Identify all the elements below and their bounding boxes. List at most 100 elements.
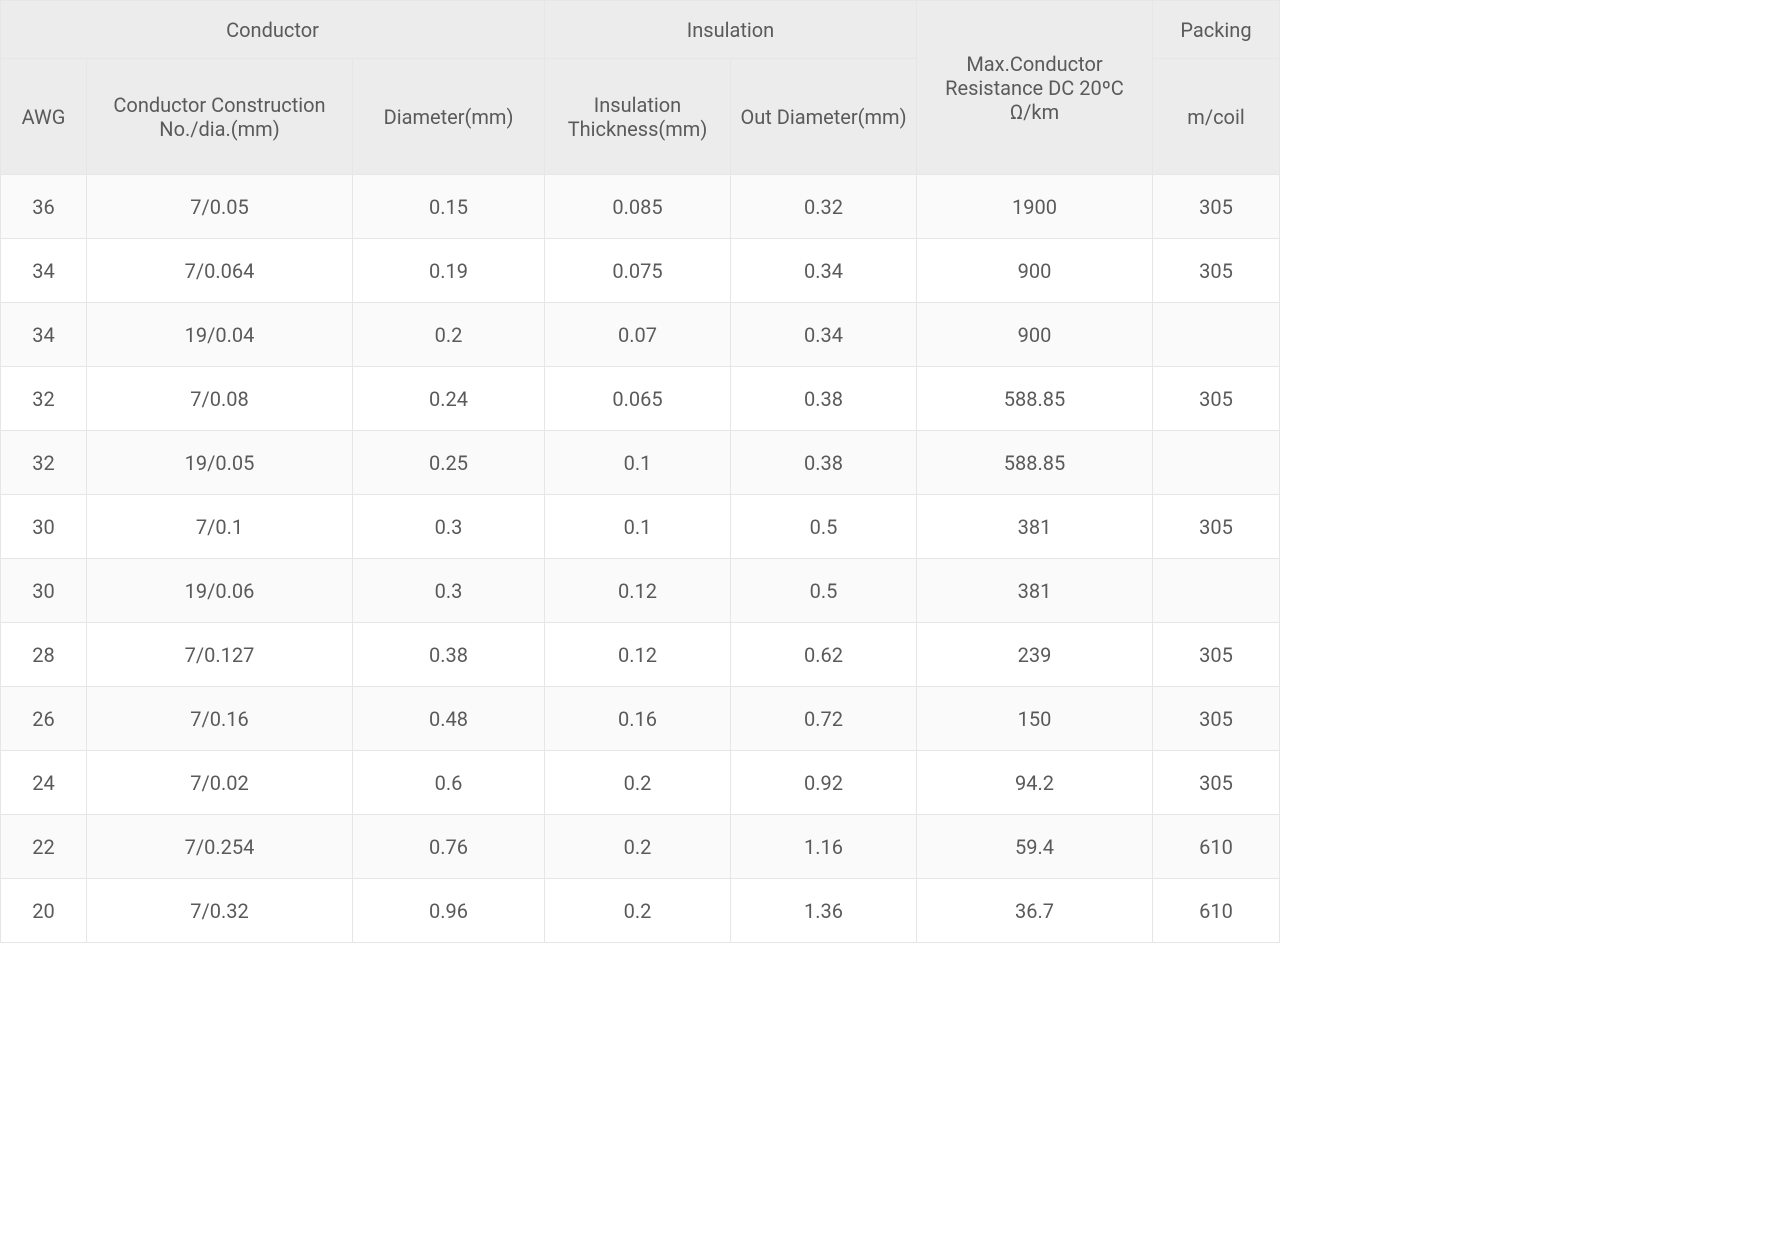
table-cell: 305 bbox=[1153, 367, 1280, 431]
table-cell: 0.1 bbox=[545, 495, 731, 559]
table-row: 367/0.050.150.0850.321900305 bbox=[1, 175, 1280, 239]
table-cell: 7/0.064 bbox=[87, 239, 353, 303]
table-cell: 59.4 bbox=[917, 815, 1153, 879]
table-row: 3219/0.050.250.10.38588.85 bbox=[1, 431, 1280, 495]
table-cell: 305 bbox=[1153, 751, 1280, 815]
table-header: Conductor Insulation Max.Conductor Resis… bbox=[1, 1, 1280, 175]
table-cell: 7/0.127 bbox=[87, 623, 353, 687]
table-cell: 24 bbox=[1, 751, 87, 815]
table-cell: 0.16 bbox=[545, 687, 731, 751]
table-cell: 0.12 bbox=[545, 559, 731, 623]
table-cell: 588.85 bbox=[917, 367, 1153, 431]
table-cell: 0.3 bbox=[353, 559, 545, 623]
header-awg: AWG bbox=[1, 59, 87, 175]
table-cell: 239 bbox=[917, 623, 1153, 687]
table-cell: 0.96 bbox=[353, 879, 545, 943]
table-cell: 0.065 bbox=[545, 367, 731, 431]
table-cell: 610 bbox=[1153, 815, 1280, 879]
table-row: 3019/0.060.30.120.5381 bbox=[1, 559, 1280, 623]
table-cell: 0.07 bbox=[545, 303, 731, 367]
table-cell: 36 bbox=[1, 175, 87, 239]
table-cell: 0.075 bbox=[545, 239, 731, 303]
table-cell: 0.2 bbox=[545, 751, 731, 815]
table-cell: 32 bbox=[1, 367, 87, 431]
table-row: 267/0.160.480.160.72150305 bbox=[1, 687, 1280, 751]
table-cell: 0.2 bbox=[545, 879, 731, 943]
table-body: 367/0.050.150.0850.321900305347/0.0640.1… bbox=[1, 175, 1280, 943]
wire-spec-table: Conductor Insulation Max.Conductor Resis… bbox=[0, 0, 1280, 943]
header-m-per-coil: m/coil bbox=[1153, 59, 1280, 175]
table-cell: 0.085 bbox=[545, 175, 731, 239]
header-group-packing: Packing bbox=[1153, 1, 1280, 59]
table-cell: 28 bbox=[1, 623, 87, 687]
table-cell: 7/0.32 bbox=[87, 879, 353, 943]
table-cell: 94.2 bbox=[917, 751, 1153, 815]
table-cell: 0.34 bbox=[731, 303, 917, 367]
table-cell: 20 bbox=[1, 879, 87, 943]
table-cell: 19/0.04 bbox=[87, 303, 353, 367]
table-cell: 0.12 bbox=[545, 623, 731, 687]
table-cell: 0.6 bbox=[353, 751, 545, 815]
table-row: 307/0.10.30.10.5381305 bbox=[1, 495, 1280, 559]
table-row: 327/0.080.240.0650.38588.85305 bbox=[1, 367, 1280, 431]
header-group-insulation: Insulation bbox=[545, 1, 917, 59]
table-cell: 19/0.06 bbox=[87, 559, 353, 623]
table-cell: 610 bbox=[1153, 879, 1280, 943]
table-cell: 7/0.16 bbox=[87, 687, 353, 751]
header-out-diameter: Out Diameter(mm) bbox=[731, 59, 917, 175]
table-cell: 150 bbox=[917, 687, 1153, 751]
table-row: 207/0.320.960.21.3636.7610 bbox=[1, 879, 1280, 943]
table-cell: 305 bbox=[1153, 175, 1280, 239]
table-cell: 0.34 bbox=[731, 239, 917, 303]
table-row: 347/0.0640.190.0750.34900305 bbox=[1, 239, 1280, 303]
table-cell: 7/0.02 bbox=[87, 751, 353, 815]
table-row: 287/0.1270.380.120.62239305 bbox=[1, 623, 1280, 687]
table-cell: 0.25 bbox=[353, 431, 545, 495]
table-row: 3419/0.040.20.070.34900 bbox=[1, 303, 1280, 367]
table-cell: 0.19 bbox=[353, 239, 545, 303]
header-diameter: Diameter(mm) bbox=[353, 59, 545, 175]
table-cell: 30 bbox=[1, 559, 87, 623]
table-cell: 0.5 bbox=[731, 495, 917, 559]
table-cell: 305 bbox=[1153, 623, 1280, 687]
table-cell: 0.48 bbox=[353, 687, 545, 751]
table-cell: 7/0.1 bbox=[87, 495, 353, 559]
table-cell: 30 bbox=[1, 495, 87, 559]
table-cell: 7/0.254 bbox=[87, 815, 353, 879]
table-cell: 0.15 bbox=[353, 175, 545, 239]
table-cell: 305 bbox=[1153, 687, 1280, 751]
header-insulation-thickness: Insulation Thickness(mm) bbox=[545, 59, 731, 175]
table-cell bbox=[1153, 303, 1280, 367]
table-cell: 0.72 bbox=[731, 687, 917, 751]
table-cell: 0.38 bbox=[731, 367, 917, 431]
table-cell: 0.38 bbox=[731, 431, 917, 495]
table-cell: 900 bbox=[917, 303, 1153, 367]
table-cell: 0.92 bbox=[731, 751, 917, 815]
table-cell: 381 bbox=[917, 559, 1153, 623]
table-cell: 0.5 bbox=[731, 559, 917, 623]
table-cell: 0.3 bbox=[353, 495, 545, 559]
header-conductor-construction: Conductor Construction No./dia.(mm) bbox=[87, 59, 353, 175]
table-row: 227/0.2540.760.21.1659.4610 bbox=[1, 815, 1280, 879]
table-cell: 7/0.08 bbox=[87, 367, 353, 431]
table-cell: 381 bbox=[917, 495, 1153, 559]
table-cell: 34 bbox=[1, 239, 87, 303]
table-cell: 32 bbox=[1, 431, 87, 495]
table-cell bbox=[1153, 559, 1280, 623]
table-cell: 0.32 bbox=[731, 175, 917, 239]
table-cell: 0.1 bbox=[545, 431, 731, 495]
table-cell: 305 bbox=[1153, 495, 1280, 559]
table-cell: 588.85 bbox=[917, 431, 1153, 495]
table-cell: 0.2 bbox=[353, 303, 545, 367]
table-row: 247/0.020.60.20.9294.2305 bbox=[1, 751, 1280, 815]
table-cell: 22 bbox=[1, 815, 87, 879]
table-cell: 0.24 bbox=[353, 367, 545, 431]
table-cell: 0.62 bbox=[731, 623, 917, 687]
table-cell: 0.76 bbox=[353, 815, 545, 879]
table-cell bbox=[1153, 431, 1280, 495]
table-cell: 1.36 bbox=[731, 879, 917, 943]
table-cell: 19/0.05 bbox=[87, 431, 353, 495]
table-cell: 305 bbox=[1153, 239, 1280, 303]
header-resistance: Max.Conductor Resistance DC 20ºC Ω/km bbox=[917, 1, 1153, 175]
table-cell: 1900 bbox=[917, 175, 1153, 239]
